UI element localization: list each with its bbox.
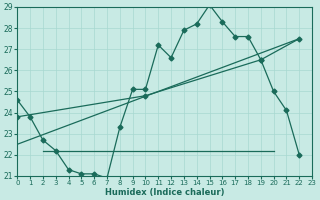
X-axis label: Humidex (Indice chaleur): Humidex (Indice chaleur)	[105, 188, 224, 197]
